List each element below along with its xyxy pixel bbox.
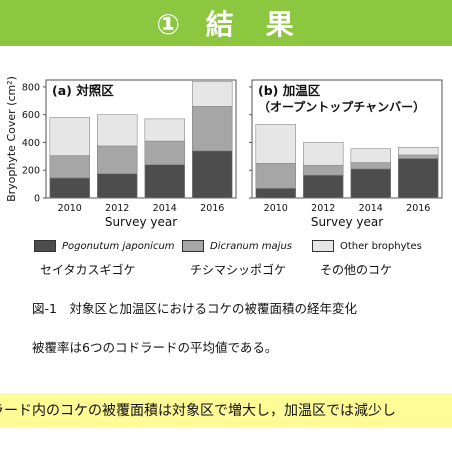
x-tick-label: 2014 bbox=[359, 203, 383, 214]
summary-banner: ラード内のコケの被覆面積は対象区で増大し，加温区では減少し bbox=[0, 393, 452, 427]
x-axis-label: Survey year bbox=[105, 215, 177, 229]
x-axis-label: Survey year bbox=[311, 215, 383, 229]
bar-segment-a bbox=[49, 155, 91, 179]
bar-segment-b bbox=[255, 124, 297, 164]
x-tick-label: 2016 bbox=[200, 203, 224, 214]
bar-segment-a bbox=[144, 118, 186, 142]
chart-title-b-line1: （オープントップチャンバー） bbox=[258, 99, 425, 114]
legend: Pogonutum japonicum セイタカスギゴケ Dicranum ma… bbox=[0, 240, 452, 280]
y-tick-label: 0 bbox=[34, 194, 40, 205]
bar-segment-b bbox=[397, 147, 439, 156]
bar-segment-a bbox=[97, 114, 138, 147]
bar-segment-a bbox=[144, 140, 186, 165]
y-tick-label: 400 bbox=[22, 138, 40, 149]
bar-segment-b bbox=[302, 174, 344, 199]
summary-text: ラード内のコケの被覆面積は対象区で増大し，加温区では減少し bbox=[0, 403, 396, 419]
x-tick-label: 2012 bbox=[311, 203, 335, 214]
stacked-bar-charts: (a) 対照区 0 200 400 600 800 2010 2012 2014 2016 Surv… bbox=[5, 76, 443, 229]
legend-item-pogonatum: Pogonutum japonicum bbox=[34, 240, 175, 252]
y-tick-label: 200 bbox=[22, 166, 40, 177]
y-tick-label: 800 bbox=[22, 82, 40, 93]
legend-item-other: Other brophytes bbox=[312, 240, 422, 252]
bar-segment-b bbox=[302, 142, 344, 166]
legend-jp-other: その他のコケ bbox=[320, 263, 393, 277]
legend-jp-dicranum: チシマシッポゴケ bbox=[190, 263, 287, 277]
legend-item-dicranum: Dicranum majus bbox=[182, 240, 292, 252]
bar-segment-a bbox=[192, 106, 233, 152]
figure-note: 被覆率は6つのコドラードの平均値である。 bbox=[32, 340, 278, 355]
bar-segment-a bbox=[97, 145, 138, 175]
title-bar: ① 結 果 bbox=[0, 0, 452, 46]
legend-label-other: Other brophytes bbox=[340, 240, 422, 252]
page-title: ① 結 果 bbox=[156, 8, 296, 41]
legend-swatch-dicranum bbox=[182, 240, 204, 252]
bar-segment-b bbox=[255, 187, 297, 199]
x-tick-label: 2010 bbox=[264, 203, 288, 214]
legend-jp-pogonatum: セイタカスギゴケ bbox=[40, 263, 136, 277]
bar-segment-b bbox=[397, 158, 439, 199]
bar-segment-a bbox=[192, 150, 233, 199]
bar-segment-b bbox=[350, 168, 391, 199]
legend-swatch-pogonatum bbox=[34, 240, 56, 252]
bar-segment-a bbox=[49, 117, 91, 156]
plot-frame-b bbox=[251, 79, 443, 199]
chart-title-a-line0: (a) 対照区 bbox=[52, 83, 114, 98]
bar-segment-a bbox=[192, 81, 233, 107]
x-tick-label: 2016 bbox=[406, 203, 430, 214]
bar-segment-b bbox=[350, 148, 391, 163]
legend-label-pogonatum: Pogonutum japonicum bbox=[62, 240, 175, 252]
y-tick-label: 600 bbox=[22, 110, 40, 121]
bar-segment-a bbox=[97, 173, 138, 199]
x-tick-label: 2014 bbox=[153, 203, 177, 214]
bar-segment-b bbox=[302, 165, 344, 176]
chart-title-b-line0: (b) 加温区 bbox=[258, 83, 321, 98]
y-axis-label: Bryophyte Cover (cm²) bbox=[5, 76, 18, 202]
x-tick-label: 2010 bbox=[58, 203, 82, 214]
x-tick-label: 2012 bbox=[105, 203, 129, 214]
bar-segment-b bbox=[397, 154, 439, 159]
bar-segment-b bbox=[255, 162, 297, 189]
legend-swatch-other bbox=[312, 240, 334, 252]
bar-segment-b bbox=[350, 162, 391, 170]
bar-segment-a bbox=[144, 164, 186, 199]
bar-segment-a bbox=[49, 177, 91, 199]
figure-caption: 図-1 対象区と加温区におけるコケの被覆面積の経年変化 bbox=[32, 301, 357, 316]
legend-label-dicranum: Dicranum majus bbox=[210, 240, 293, 252]
plot-frame-a bbox=[45, 79, 237, 199]
